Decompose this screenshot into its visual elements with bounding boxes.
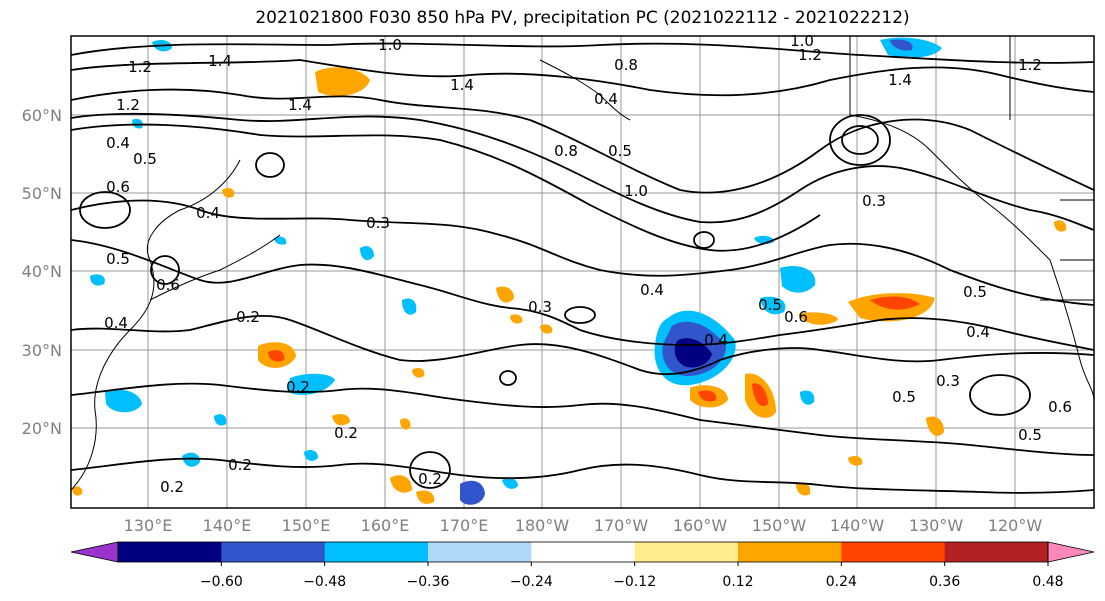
contour-value-label: 1.4 [888, 71, 912, 89]
contour-value-label: 0.4 [104, 314, 128, 332]
contour-value-label: 0.3 [528, 298, 552, 316]
contour-value-label: 0.2 [160, 478, 184, 496]
colorbar-tick-label: −0.12 [613, 574, 656, 590]
contour-value-label: 0.3 [366, 214, 390, 232]
contour-value-label: 0.8 [554, 142, 578, 160]
lon-tick-label: 150°W [752, 516, 807, 535]
lat-tick-label: 40°N [22, 262, 62, 281]
colorbar-extend-high [1047, 541, 1095, 563]
lon-tick-label: 130°W [909, 516, 964, 535]
contour-value-label: 0.5 [1018, 426, 1042, 444]
lon-tick-label: 160°W [673, 516, 728, 535]
contour-value-label: 1.2 [798, 46, 822, 64]
contour-value-label: 0.2 [334, 424, 358, 442]
contour-value-label: 1.0 [790, 32, 814, 50]
colorbar-tick-label: −0.60 [200, 574, 243, 590]
plot-frame [70, 35, 1095, 509]
map-title: 2021021800 F030 850 hPa PV, precipitatio… [255, 8, 910, 28]
colorbar-segment [944, 542, 1049, 562]
contour-value-label: 1.4 [450, 76, 474, 94]
colorbar-segment [634, 542, 739, 562]
contour-value-label: 0.6 [106, 178, 130, 196]
contour-value-label: 1.2 [1018, 56, 1042, 74]
contour-value-label: 0.2 [418, 470, 442, 488]
contour-value-label: 0.5 [133, 150, 157, 168]
contour-value-label: 1.0 [378, 36, 402, 54]
contour-value-label: 1.4 [288, 96, 312, 114]
plot-area [71, 36, 1094, 508]
contour-labels: 1.2 1.41.01.41.21.21.40.40.50.60.40.30.50… [104, 32, 1072, 496]
contour-value-label: 0.5 [608, 142, 632, 160]
lat-tick-label: 30°N [22, 341, 62, 360]
lon-tick-label: 160°E [361, 516, 410, 535]
colorbar-segment [531, 542, 636, 562]
contour-value-label: 0.5 [963, 283, 987, 301]
contour-value-label: 1.2 [116, 96, 140, 114]
contour-value-label: 0.2 [286, 378, 310, 396]
pv-contours [71, 42, 1094, 494]
contour-value-label: 0.4 [966, 323, 990, 341]
longitude-labels: 130°E 140°E 150°E 160°E 170°E 180°W 170°W 160°W… [124, 516, 1043, 535]
contour-value-label: 0.2 [236, 308, 260, 326]
contour-value-label: 0.5 [758, 296, 782, 314]
lon-tick-label: 140°E [203, 516, 252, 535]
lon-tick-label: 120°W [988, 516, 1043, 535]
contour-value-label: 0.5 [106, 250, 130, 268]
colorbar-segment [841, 542, 946, 562]
lat-tick-label: 60°N [22, 106, 62, 125]
contour-value-label: 0.4 [196, 204, 220, 222]
colorbar-segment [428, 542, 532, 562]
contour-value-label: 0.4 [594, 90, 618, 108]
lat-tick-label: 20°N [22, 419, 62, 438]
contour-value-label: 1.4 [208, 52, 232, 70]
contour-value-label: 0.3 [936, 372, 960, 390]
contour-value-label: 0.6 [156, 276, 180, 294]
colorbar-extend-low [70, 541, 119, 563]
latitude-labels: 60°N 50°N 40°N 30°N 20°N [22, 106, 62, 438]
colorbar-tick-label: −0.36 [407, 574, 450, 590]
contour-value-label: 0.3 [862, 192, 886, 210]
contour-value-label: 0.6 [1048, 398, 1072, 416]
colorbar-segment [324, 542, 429, 562]
colorbar-tick-label: 0.24 [826, 574, 857, 590]
lon-tick-label: 180°W [515, 516, 570, 535]
colorbar-tick-label: 0.48 [1032, 574, 1063, 590]
colorbar-segment [738, 542, 842, 562]
lon-tick-label: 140°W [830, 516, 885, 535]
lon-tick-label: 170°W [594, 516, 649, 535]
lat-tick-label: 50°N [22, 184, 62, 203]
contour-value-label: 0.4 [704, 331, 728, 349]
colorbar-tick-label: 0.12 [722, 574, 753, 590]
contour-value-label: 0.6 [784, 308, 808, 326]
coastlines [71, 36, 1094, 491]
colorbar: −0.60 −0.48 −0.36 −0.24 −0.12 0.12 0.24 0.36 0.4… [70, 541, 1095, 590]
colorbar-segment [221, 542, 326, 562]
contour-value-label: 0.4 [106, 134, 130, 152]
contour-value-label: 1.2 [128, 58, 152, 76]
colorbar-tick-label: −0.24 [510, 574, 553, 590]
lon-tick-label: 170°E [440, 516, 489, 535]
contour-value-label: 0.2 [228, 456, 252, 474]
contour-value-label: 1.0 [624, 182, 648, 200]
contour-value-label: 0.8 [614, 56, 638, 74]
contour-value-label: 0.5 [892, 388, 916, 406]
contour-value-label: 0.4 [640, 281, 664, 299]
lon-tick-label: 130°E [124, 516, 173, 535]
lon-tick-label: 150°E [282, 516, 331, 535]
colorbar-tick-label: −0.48 [303, 574, 346, 590]
colorbar-tick-label: 0.36 [929, 574, 960, 590]
colorbar-segment [118, 542, 222, 562]
